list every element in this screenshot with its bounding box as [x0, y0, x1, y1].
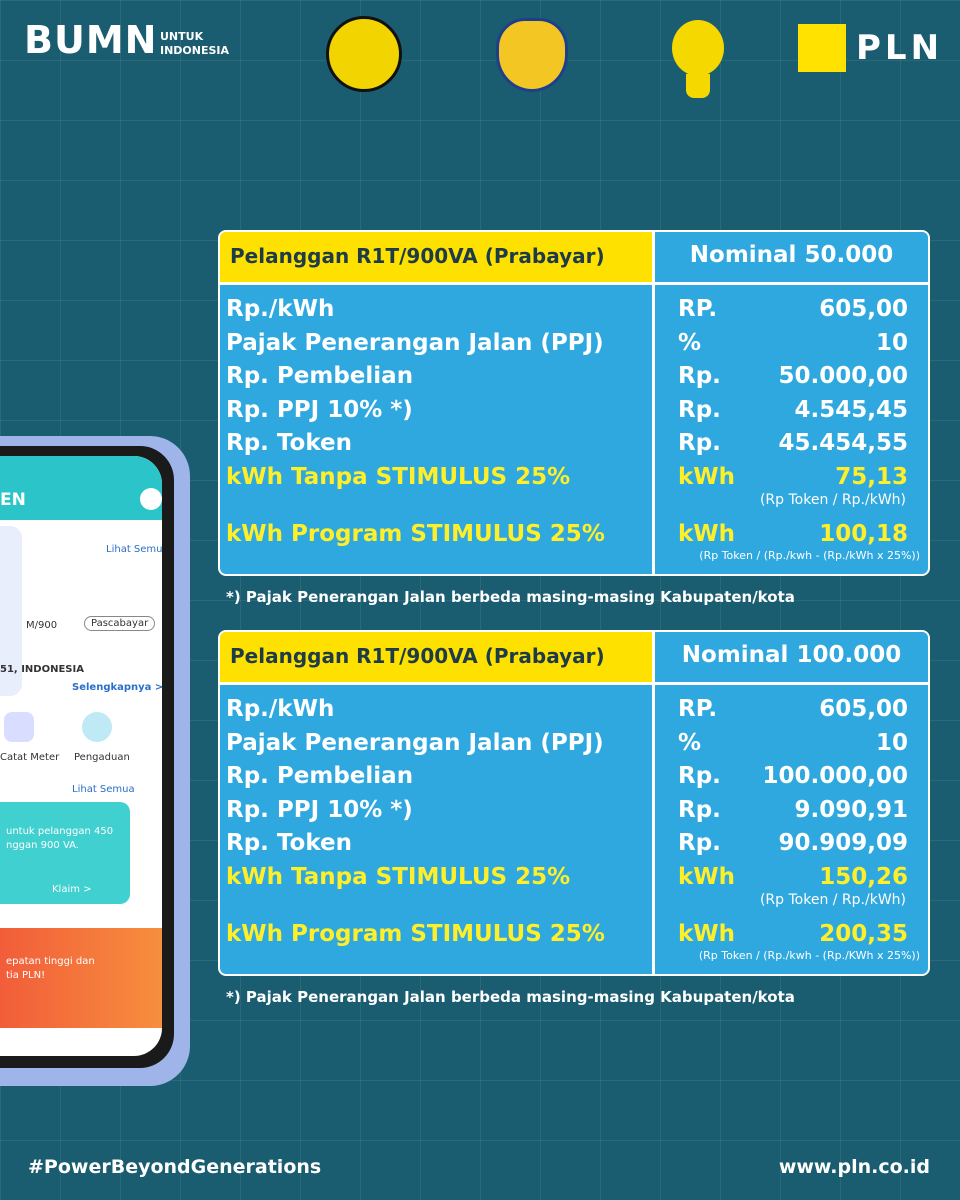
footnote: *) Pajak Penerangan Jalan berbeda masing… [226, 988, 795, 1006]
address: 51, INDONESIA [0, 664, 84, 675]
divider [652, 630, 655, 976]
row-value: 200,35 [819, 920, 908, 947]
header-text: Nominal 100.000 [681, 642, 902, 668]
row-unit: % [678, 729, 702, 756]
row-value: 50.000,00 [778, 363, 909, 389]
row-unit: Rp. [678, 763, 721, 789]
row-unit: RP. [678, 696, 718, 722]
row-label: Pajak Penerangan Jalan (PPJ) [226, 329, 604, 356]
row-note: (Rp Token / Rp./kWh) [759, 491, 906, 508]
kemenkeu-emblem [496, 18, 568, 92]
app-brand: EN [0, 490, 26, 510]
phone-screen: EN Lihat Semua M/900 Pascabayar 51, INDO… [0, 456, 162, 1056]
banner-text: epatan tinggi dan [6, 956, 95, 967]
header-text: Pelanggan R1T/900VA (Prabayar) [230, 244, 605, 268]
bumn-logo: BUMN [24, 18, 158, 62]
row-label: Pajak Penerangan Jalan (PPJ) [226, 729, 604, 756]
link[interactable]: Selengkapnya > [72, 682, 162, 693]
row-label: Rp. PPJ 10% *) [226, 796, 413, 823]
row-value: 90.909,09 [778, 830, 909, 856]
row-unit: Rp. [678, 796, 721, 823]
row-note: (Rp Token / (Rp./kwh - (Rp./KWh x 25%)) [698, 948, 920, 962]
row-value: 4.545,45 [794, 396, 909, 423]
header-text: Nominal 50.000 [689, 242, 894, 268]
menu-icon[interactable] [4, 712, 34, 742]
row-label: Rp. Pembelian [226, 763, 414, 789]
row-unit: kWh [678, 463, 736, 490]
divider [652, 230, 655, 576]
header-left [220, 632, 652, 682]
row-label: Rp. Pembelian [226, 363, 414, 389]
header-text: Pelanggan R1T/900VA (Prabayar) [230, 644, 605, 668]
row-label: kWh Tanpa STIMULUS 25% [226, 863, 571, 890]
row-label: kWh Program STIMULUS 25% [226, 920, 605, 947]
row-value: 150,26 [819, 863, 908, 890]
row-unit: Rp. [678, 396, 721, 423]
website: www.pln.co.id [778, 1156, 930, 1178]
header-left [220, 232, 652, 282]
card [0, 526, 22, 696]
header-right [654, 632, 928, 682]
row-unit: kWh [678, 863, 736, 890]
link[interactable]: Lihat Semua [106, 544, 162, 555]
row-value: 10 [875, 329, 908, 356]
header-right [654, 232, 928, 282]
row-label: kWh Program STIMULUS 25% [226, 520, 605, 547]
bulb-base [686, 74, 710, 98]
hashtag: #PowerBeyondGenerations [28, 1156, 322, 1178]
row-unit: Rp. [678, 430, 721, 456]
row-note: (Rp Token / (Rp./kwh - (Rp./kWh x 25%)) [699, 548, 920, 562]
pln-logo: PLN [856, 28, 944, 68]
row-unit: kWh [678, 520, 736, 547]
row-unit: % [678, 329, 702, 356]
row-value: 45.454,55 [778, 430, 909, 456]
promo-card [0, 802, 130, 904]
divider [218, 682, 930, 685]
esdm-emblem [326, 16, 402, 92]
row-value: 10 [875, 729, 908, 756]
avatar [140, 488, 162, 510]
menu-icon[interactable] [82, 712, 112, 742]
row-unit: RP. [678, 296, 718, 322]
menu-label: Pengaduan [74, 752, 130, 763]
row-value: 100,18 [819, 520, 908, 547]
row-label: kWh Tanpa STIMULUS 25% [226, 463, 571, 490]
row-label: Rp. PPJ 10% *) [226, 396, 413, 423]
button[interactable]: Pascabayar [84, 616, 156, 631]
table-frame [218, 230, 930, 576]
plan: M/900 [26, 620, 58, 631]
link[interactable]: Lihat Semua [72, 784, 135, 795]
bumn-sub: UNTUK [160, 30, 204, 43]
row-label: Rp./kWh [226, 296, 335, 322]
menu-label: Catat Meter [0, 752, 60, 763]
divider [218, 282, 930, 285]
row-value: 605,00 [819, 696, 908, 722]
row-unit: Rp. [678, 830, 721, 856]
row-note: (Rp Token / Rp./kWh) [759, 891, 906, 908]
bulb-icon [672, 20, 724, 76]
table-frame [218, 630, 930, 976]
row-label: Rp./kWh [226, 696, 335, 722]
banner-text: tia PLN! [6, 970, 46, 981]
banner [0, 928, 162, 1028]
app-bar [0, 456, 162, 520]
row-value: 75,13 [835, 463, 908, 490]
row-unit: Rp. [678, 363, 721, 389]
row-value: 605,00 [819, 296, 908, 322]
footnote: *) Pajak Penerangan Jalan berbeda masing… [226, 588, 795, 606]
promo-text: untuk pelanggan 450 [6, 826, 114, 837]
row-label: Rp. Token [226, 830, 353, 856]
pln-icon [798, 24, 846, 72]
row-label: Rp. Token [226, 430, 353, 456]
promo-text: nggan 900 VA. [6, 840, 79, 851]
bumn-sub: INDONESIA [160, 44, 230, 57]
claim[interactable]: Klaim > [52, 884, 92, 895]
row-value: 9.090,91 [794, 796, 909, 823]
row-unit: kWh [678, 920, 736, 947]
row-value: 100.000,00 [762, 763, 908, 789]
